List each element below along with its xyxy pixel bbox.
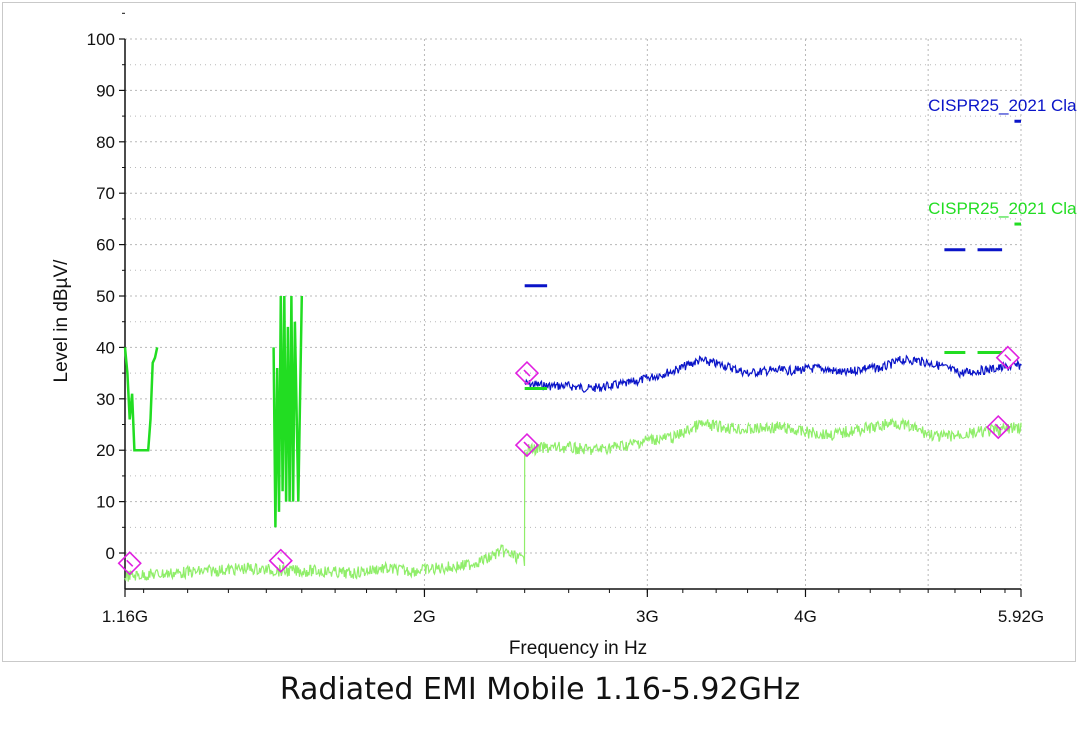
- marker-diamond: [117, 551, 142, 576]
- x-tick-label: 1.16G: [102, 607, 148, 626]
- y-tick-label: 0: [106, 544, 115, 563]
- emi-chart: 0 10 20 30 40 50 60 70 80 90 100 1.16G 2G 3G 4G 5.92G C…: [51, 12, 1077, 659]
- marker-diamond: [514, 360, 540, 386]
- limit-lines: CISPR25_2021 Class 5_PK CISPR25_2021 Clas…: [123, 96, 1077, 528]
- y-tick-label: 40: [96, 338, 115, 357]
- marker-diamond: [986, 414, 1011, 440]
- marker-arrow: [126, 559, 134, 567]
- marker-arrow: [994, 423, 1002, 431]
- y-tick-label: 60: [96, 236, 115, 255]
- marker-arrow: [523, 369, 531, 377]
- chart-frame: 0 10 20 30 40 50 60 70 80 90 100 1.16G 2G 3G 4G 5.92G C…: [2, 2, 1077, 662]
- marker-arrow: [1004, 354, 1012, 362]
- grid: [124, 38, 1022, 589]
- markers: [117, 345, 1020, 576]
- x-tick-label: 2G: [413, 607, 436, 626]
- y-tick-label: 50: [96, 287, 115, 306]
- y-tick-label: 70: [96, 184, 115, 203]
- pk-measurement-trace: [524, 354, 1022, 393]
- caption: Radiated EMI Mobile 1.16-5.92GHz: [279, 672, 801, 707]
- x-tick-label: 3G: [636, 607, 659, 626]
- labels: Frequency in Hz Level in dBµV/: [51, 259, 647, 659]
- pk-limit-label: CISPR25_2021 Class 5_PK: [928, 96, 1077, 115]
- av-measurement-trace: [124, 417, 1022, 582]
- traces: [124, 354, 1022, 582]
- y-tick-label: 20: [96, 441, 115, 460]
- marker-arrow: [277, 557, 285, 565]
- y-axis-label: Level in dBµV/: [51, 259, 72, 383]
- marker-diamond: [995, 345, 1020, 370]
- av-limit-label: CISPR25_2021 Class 5_AV: [928, 199, 1077, 218]
- y-tick-label: 30: [96, 390, 115, 409]
- y-tick-label: 80: [96, 133, 115, 152]
- av-limit-trace: [272, 295, 304, 528]
- marker-diamond: [268, 548, 293, 573]
- x-tick-label: 4G: [794, 607, 817, 626]
- marker-arrow: [523, 441, 531, 449]
- marker-diamond: [514, 432, 540, 458]
- x-axis-label: Frequency in Hz: [509, 638, 647, 659]
- y-tick-label: 100: [87, 30, 115, 49]
- y-tick-label: 10: [96, 493, 115, 512]
- av-limit-trace: [123, 347, 159, 452]
- axes: 0 10 20 30 40 50 60 70 80 90 100 1.16G 2G 3G 4G 5.92G: [87, 12, 1044, 626]
- x-tick-label: 5.92G: [998, 607, 1044, 626]
- y-tick-label: 90: [96, 81, 115, 100]
